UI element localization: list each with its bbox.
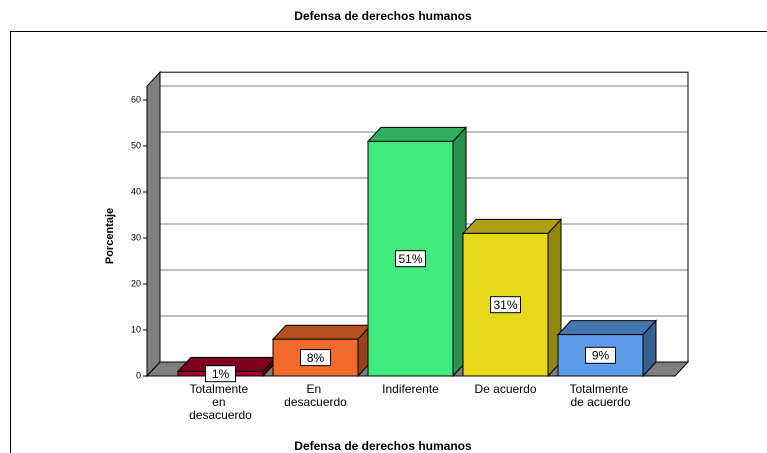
value-label: 8% [307, 351, 325, 365]
x-tick-label: Indiferente [382, 382, 439, 396]
bar-top [556, 320, 658, 336]
value-label: 1% [212, 367, 230, 381]
chart-title: Defensa de derechos humanos [294, 9, 472, 23]
value-label: 51% [398, 252, 422, 266]
value-label-box [585, 346, 616, 364]
x-tick-label: Totalmente en desacuerdo [189, 382, 252, 422]
left-wall [146, 70, 161, 378]
x-tick-label: En desacuerdo [284, 382, 347, 409]
x-tick-label: De acuerdo [474, 382, 536, 396]
y-tick-label: 60 [131, 94, 141, 104]
value-label: 9% [592, 348, 610, 362]
value-label-box [300, 349, 331, 367]
x-axis-title: Defensa de derechos humanos [294, 439, 472, 453]
value-label-box [205, 365, 236, 383]
y-axis-title: Porcentaje [104, 208, 116, 264]
bar-top [271, 324, 373, 340]
bar-top [366, 126, 468, 142]
y-tick-label: 20 [131, 278, 141, 288]
bar-top [461, 218, 563, 234]
bar [272, 338, 359, 377]
y-tick-label: 50 [131, 140, 141, 150]
value-label-box [395, 250, 426, 268]
value-label: 31% [493, 298, 517, 312]
bar [367, 140, 454, 377]
x-tick-label: Totalmente de acuerdo [569, 382, 631, 409]
y-tick-label: 40 [131, 186, 141, 196]
value-label-box [490, 296, 521, 314]
chart-frame [10, 31, 767, 453]
y-tick-label: 0 [136, 370, 141, 380]
y-tick-label: 10 [131, 324, 141, 334]
y-tick-label: 30 [131, 232, 141, 242]
